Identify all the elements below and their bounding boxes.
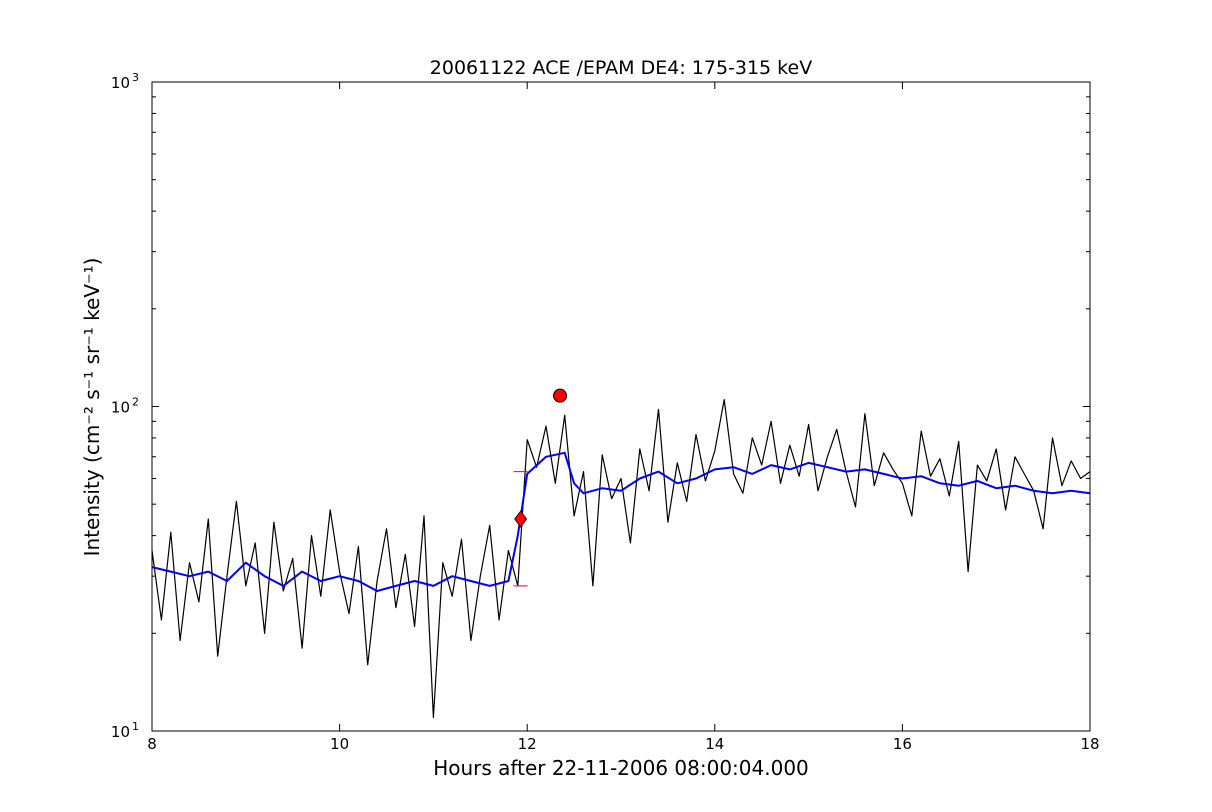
x-axis-label: Hours after 22-11-2006 08:00:04.000 [433, 756, 809, 780]
x-tick-label: 14 [705, 735, 724, 753]
chart-title: 20061122 ACE /EPAM DE4: 175-315 keV [430, 57, 812, 79]
x-tick-label: 16 [893, 735, 912, 753]
x-tick-label: 10 [330, 735, 349, 753]
y-tick-label: 10 [111, 74, 130, 92]
y-axis-label: Intensity (cm⁻² s⁻¹ sr⁻¹ keV⁻¹) [80, 258, 104, 557]
series-layer [151, 399, 1091, 719]
y-tick-label: 10 [111, 399, 130, 417]
x-tick-label: 18 [1080, 735, 1099, 753]
y-tick-exponent: 3 [132, 71, 139, 84]
y-tick-exponent: 1 [132, 720, 139, 733]
marker-layer [513, 388, 568, 587]
y-tick-label: 10 [111, 723, 130, 741]
x-tick-label: 12 [518, 735, 537, 753]
x-tick-label: 8 [147, 735, 157, 753]
series-line-2 [151, 451, 1091, 592]
onset-diamond-marker [514, 510, 528, 528]
peak-circle-marker [553, 388, 568, 403]
series-line-1 [151, 399, 1091, 719]
y-tick-exponent: 2 [132, 396, 139, 409]
plot-frame [151, 81, 1091, 732]
